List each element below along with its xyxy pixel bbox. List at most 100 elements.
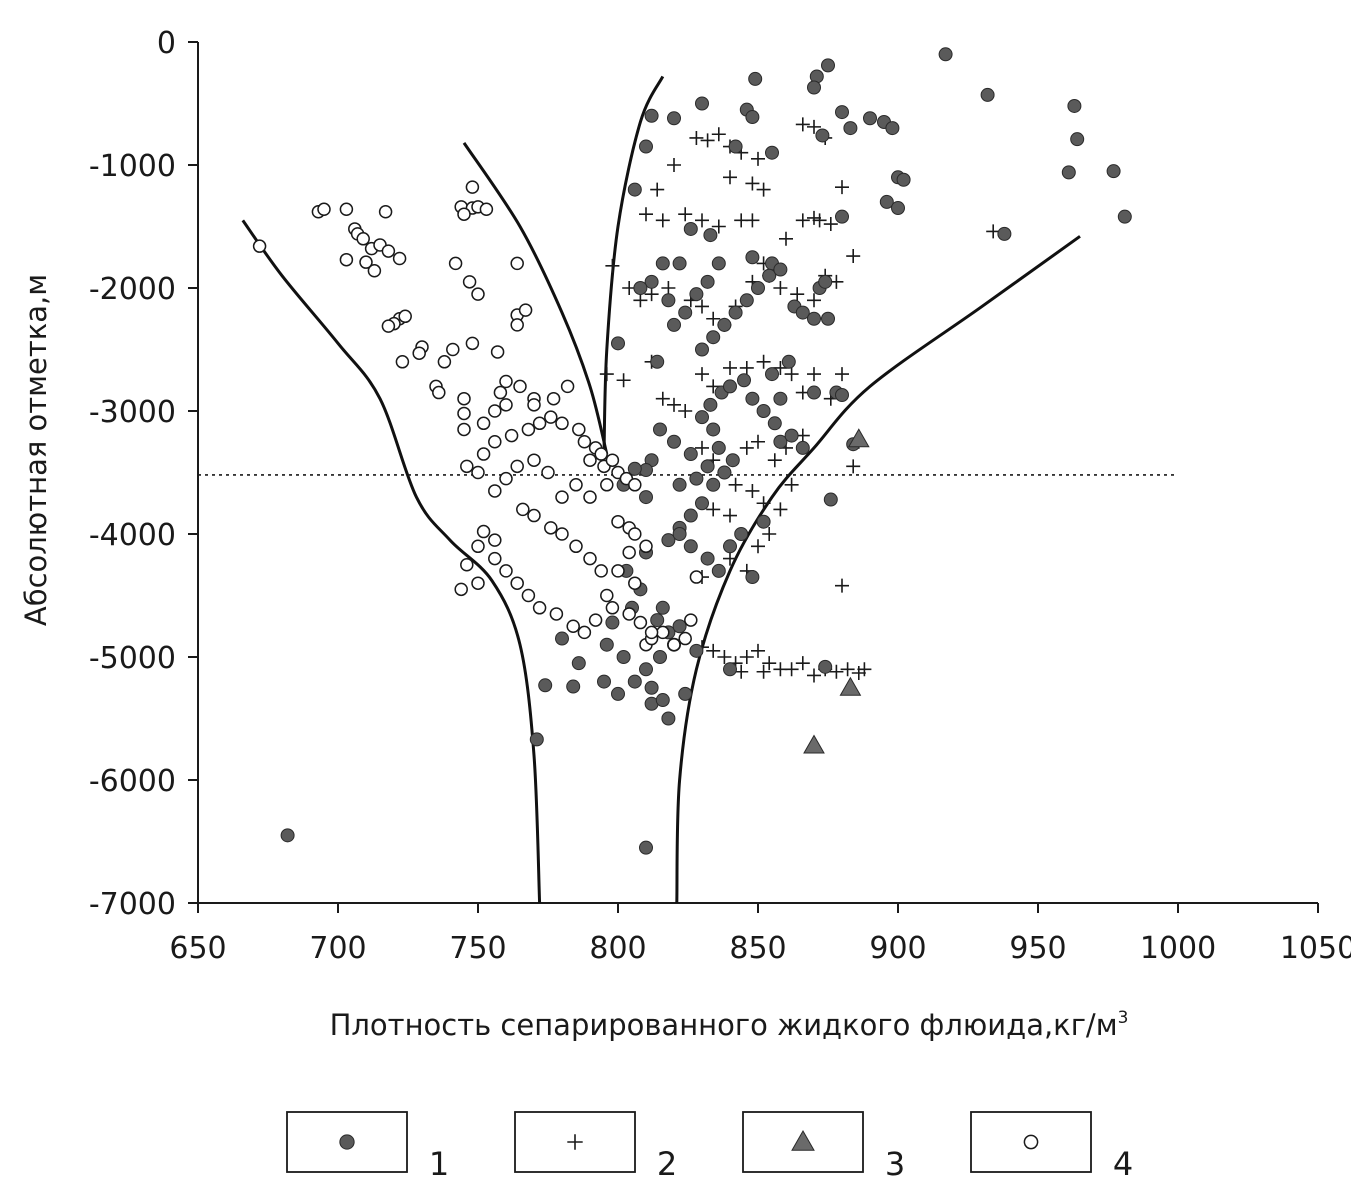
data-point-2	[756, 664, 771, 679]
x-tick-label: 850	[729, 931, 786, 966]
data-point-4	[546, 391, 561, 406]
data-point-1	[689, 643, 704, 658]
data-point-1	[672, 256, 687, 271]
data-point-4	[549, 607, 564, 621]
data-point-2	[723, 170, 737, 185]
data-point-4	[583, 551, 597, 566]
data-point-1	[639, 139, 653, 154]
data-point-4	[457, 406, 471, 421]
data-point-4	[510, 318, 524, 332]
data-point-1	[678, 686, 693, 701]
legend-label: 4	[1113, 1145, 1133, 1183]
data-point-2	[728, 477, 743, 492]
data-point-4	[541, 465, 555, 480]
data-point-1	[672, 619, 687, 634]
data-point-2	[655, 213, 670, 228]
data-point-1	[667, 317, 681, 332]
data-point-1	[784, 428, 799, 443]
data-point-4	[499, 398, 513, 412]
data-point-2	[745, 213, 760, 228]
data-point-4	[488, 404, 502, 418]
data-point-4	[471, 576, 485, 590]
data-point-2	[756, 354, 771, 369]
data-point-4	[476, 524, 491, 539]
y-tick-label: 0	[157, 26, 176, 61]
data-point-2	[700, 133, 715, 148]
axes	[188, 41, 1319, 913]
data-point-1	[711, 256, 726, 271]
data-point-1	[661, 533, 676, 548]
data-point-4	[462, 275, 477, 289]
data-point-1	[765, 145, 779, 160]
x-tick-label: 750	[449, 931, 506, 966]
data-point-4	[689, 570, 704, 584]
data-point-2	[605, 258, 620, 273]
data-point-4	[398, 309, 412, 324]
data-point-1	[571, 656, 586, 671]
data-point-2	[846, 249, 861, 264]
legend: 1 2 3 4	[286, 1111, 1133, 1183]
data-point-4	[367, 264, 382, 278]
data-point-4	[457, 391, 471, 406]
data-point-1	[1117, 209, 1132, 224]
data-point-1	[655, 256, 670, 271]
data-point-1	[683, 447, 698, 462]
data-point-1	[706, 330, 721, 345]
data-point-1	[773, 434, 788, 449]
data-point-1	[689, 287, 704, 302]
data-point-1	[695, 342, 709, 357]
data-point-2	[784, 662, 799, 677]
data-point-4	[510, 256, 524, 271]
data-point-2	[706, 643, 721, 658]
data-point-4	[465, 180, 480, 194]
data-point-1	[689, 471, 704, 486]
data-point-1	[723, 539, 737, 554]
data-point-4	[633, 615, 648, 630]
data-point-4	[577, 435, 592, 449]
data-point-4	[622, 607, 636, 621]
data-point-4	[460, 459, 474, 474]
data-point-4	[572, 422, 586, 437]
data-point-1	[807, 311, 821, 326]
data-point-2	[655, 391, 670, 406]
data-point-4	[339, 202, 354, 217]
data-point-1	[807, 385, 821, 400]
data-point-2	[723, 551, 737, 566]
legend-label: 2	[657, 1145, 677, 1183]
x-tick-label: 700	[309, 931, 366, 966]
data-point-4	[594, 447, 608, 461]
data-point-1	[728, 305, 743, 320]
data-point-4	[381, 244, 396, 258]
data-point-1	[723, 662, 737, 677]
data-point-1	[843, 121, 858, 136]
data-point-4	[600, 588, 614, 603]
data-point-1	[835, 388, 849, 403]
boundary-curve	[602, 75, 665, 455]
data-point-2	[756, 496, 771, 511]
boundary-curve	[675, 235, 1081, 904]
data-point-4	[611, 514, 625, 529]
data-point-2	[745, 483, 760, 498]
legend-label: 3	[885, 1145, 905, 1183]
data-point-2	[773, 281, 788, 295]
data-point-2	[784, 477, 799, 492]
data-point-2	[667, 397, 681, 412]
data-point-2	[667, 158, 681, 172]
data-point-4	[527, 508, 541, 523]
data-point-1	[751, 281, 765, 295]
data-point-4	[412, 346, 426, 360]
data-point-4	[527, 453, 541, 467]
data-point-3	[847, 428, 870, 448]
boundary-curves	[241, 75, 1081, 904]
data-point-2	[678, 404, 693, 418]
data-point-4	[488, 533, 502, 547]
data-point-1	[644, 108, 659, 123]
data-point-1	[1106, 164, 1121, 179]
data-point-2	[795, 117, 810, 132]
data-point-1	[711, 440, 726, 455]
data-point-1	[611, 336, 625, 351]
data-point-2	[779, 231, 793, 246]
data-point-4	[339, 252, 354, 267]
data-point-4	[490, 345, 505, 359]
data-point-4	[392, 251, 407, 266]
